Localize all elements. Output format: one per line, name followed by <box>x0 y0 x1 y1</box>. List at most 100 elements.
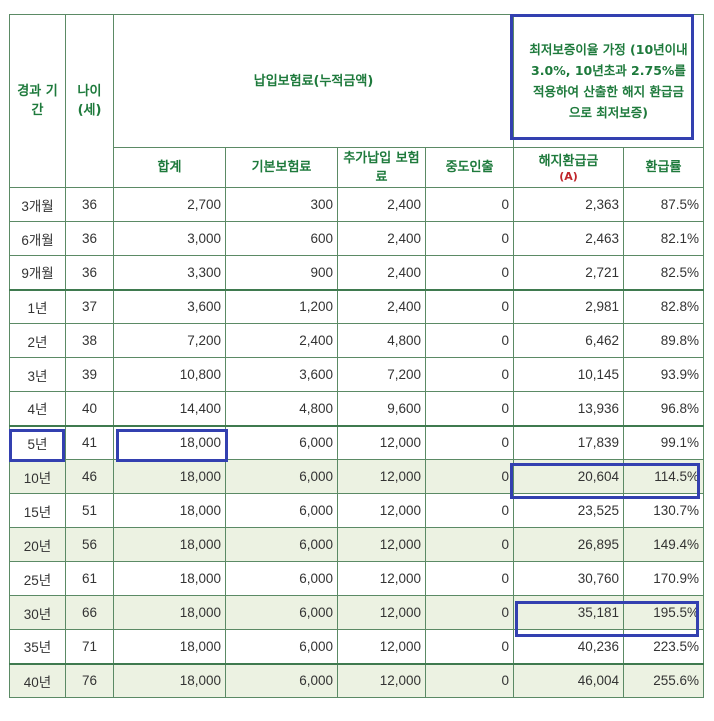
cell-total: 18,000 <box>113 663 226 698</box>
cell-withdrawal: 0 <box>425 629 514 665</box>
cell-surrender: 10,145 <box>513 357 624 392</box>
cell-surrender: 40,236 <box>513 629 624 665</box>
cell-base: 6,000 <box>225 459 338 494</box>
cell-withdrawal: 0 <box>425 391 514 427</box>
cell-period: 35년 <box>9 629 66 665</box>
cell-total: 3,300 <box>113 255 226 291</box>
cell-total: 2,700 <box>113 187 226 222</box>
cell-age: 76 <box>65 663 114 698</box>
cell-surrender: 2,363 <box>513 187 624 222</box>
cell-surrender: 17,839 <box>513 425 624 460</box>
cell-period: 6개월 <box>9 221 66 256</box>
cell-period: 20년 <box>9 527 66 562</box>
table-row: 9개월 36 3,300 900 2,400 0 2,721 82.5% <box>9 255 704 291</box>
cell-age: 61 <box>65 561 114 596</box>
table-body: 3개월 36 2,700 300 2,400 0 2,363 87.5% 6개월 36 3,000 6… <box>9 187 704 698</box>
header-surrender-label: 해지환급금 <box>538 154 599 169</box>
cell-additional: 9,600 <box>337 391 426 427</box>
cell-rate: 82.8% <box>623 289 704 324</box>
cell-base: 2,400 <box>225 323 338 358</box>
header-surrender-mark: (A) <box>559 170 578 183</box>
table-row: 25년 61 18,000 6,000 12,000 0 30,760 170.9% <box>9 561 704 596</box>
cell-rate: 223.5% <box>623 629 704 665</box>
table-row: 10년 46 18,000 6,000 12,000 0 20,604 114.5% <box>9 459 704 494</box>
cell-rate: 149.4% <box>623 527 704 562</box>
cell-rate: 130.7% <box>623 493 704 528</box>
cell-withdrawal: 0 <box>425 357 514 392</box>
cell-total: 18,000 <box>113 527 226 562</box>
cell-additional: 12,000 <box>337 561 426 596</box>
cell-withdrawal: 0 <box>425 255 514 291</box>
cell-age: 38 <box>65 323 114 358</box>
cell-surrender: 13,936 <box>513 391 624 427</box>
refund-table: 경과 기간 나이 (세) 납입보험료(누적금액) 최저보증이율 가정 (10년이… <box>9 14 704 698</box>
header-base: 기본보험료 <box>225 147 338 188</box>
cell-withdrawal: 0 <box>425 425 514 460</box>
cell-age: 37 <box>65 289 114 324</box>
cell-surrender: 30,760 <box>513 561 624 596</box>
cell-period: 9개월 <box>9 255 66 291</box>
table-header: 경과 기간 나이 (세) 납입보험료(누적금액) 최저보증이율 가정 (10년이… <box>9 14 704 188</box>
cell-base: 6,000 <box>225 629 338 665</box>
cell-period: 30년 <box>9 595 66 630</box>
cell-additional: 12,000 <box>337 663 426 698</box>
header-withdrawal: 중도인출 <box>425 147 514 188</box>
table-row: 30년 66 18,000 6,000 12,000 0 35,181 195.5% <box>9 595 704 630</box>
cell-withdrawal: 0 <box>425 289 514 324</box>
header-rate: 환급률 <box>623 147 704 188</box>
cell-additional: 2,400 <box>337 187 426 222</box>
table-row: 2년 38 7,200 2,400 4,800 0 6,462 89.8% <box>9 323 704 358</box>
cell-total: 18,000 <box>113 425 226 460</box>
cell-withdrawal: 0 <box>425 595 514 630</box>
cell-period: 15년 <box>9 493 66 528</box>
cell-rate: 96.8% <box>623 391 704 427</box>
cell-total: 18,000 <box>113 629 226 665</box>
cell-age: 36 <box>65 255 114 291</box>
cell-period: 1년 <box>9 289 66 324</box>
cell-age: 46 <box>65 459 114 494</box>
cell-rate: 89.8% <box>623 323 704 358</box>
cell-base: 1,200 <box>225 289 338 324</box>
cell-withdrawal: 0 <box>425 459 514 494</box>
cell-period: 3개월 <box>9 187 66 222</box>
cell-total: 7,200 <box>113 323 226 358</box>
cell-surrender: 23,525 <box>513 493 624 528</box>
cell-surrender: 2,721 <box>513 255 624 291</box>
cell-period: 25년 <box>9 561 66 596</box>
cell-rate: 82.5% <box>623 255 704 291</box>
cell-age: 51 <box>65 493 114 528</box>
cell-additional: 12,000 <box>337 527 426 562</box>
cell-age: 39 <box>65 357 114 392</box>
cell-total: 18,000 <box>113 459 226 494</box>
cell-age: 36 <box>65 187 114 222</box>
cell-additional: 2,400 <box>337 289 426 324</box>
table-row: 20년 56 18,000 6,000 12,000 0 26,895 149.4% <box>9 527 704 562</box>
header-total: 합계 <box>113 147 226 188</box>
cell-period: 2년 <box>9 323 66 358</box>
cell-additional: 7,200 <box>337 357 426 392</box>
cell-withdrawal: 0 <box>425 187 514 222</box>
cell-total: 18,000 <box>113 561 226 596</box>
cell-rate: 195.5% <box>623 595 704 630</box>
cell-rate: 170.9% <box>623 561 704 596</box>
cell-withdrawal: 0 <box>425 561 514 596</box>
cell-period: 5년 <box>9 425 66 460</box>
cell-base: 6,000 <box>225 561 338 596</box>
cell-period: 4년 <box>9 391 66 427</box>
cell-age: 71 <box>65 629 114 665</box>
cell-base: 900 <box>225 255 338 291</box>
cell-additional: 12,000 <box>337 629 426 665</box>
cell-additional: 4,800 <box>337 323 426 358</box>
cell-additional: 12,000 <box>337 459 426 494</box>
cell-base: 300 <box>225 187 338 222</box>
cell-base: 6,000 <box>225 595 338 630</box>
cell-withdrawal: 0 <box>425 493 514 528</box>
cell-base: 3,600 <box>225 357 338 392</box>
cell-total: 18,000 <box>113 493 226 528</box>
cell-period: 10년 <box>9 459 66 494</box>
table-row: 3개월 36 2,700 300 2,400 0 2,363 87.5% <box>9 187 704 222</box>
table-row: 5년 41 18,000 6,000 12,000 0 17,839 99.1% <box>9 425 704 460</box>
cell-base: 600 <box>225 221 338 256</box>
cell-total: 3,600 <box>113 289 226 324</box>
cell-additional: 12,000 <box>337 493 426 528</box>
